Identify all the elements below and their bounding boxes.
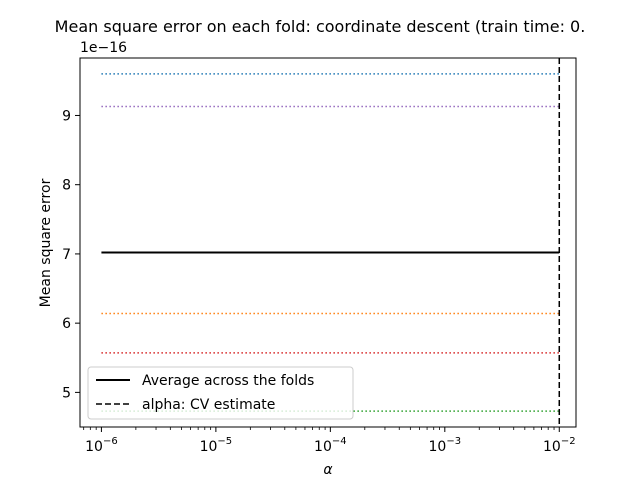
x-tick-label: 10−2 [543,436,576,455]
x-axis: 10−6 10−5 10−4 10−3 10−2 [83,427,576,455]
x-tick-label: 10−4 [314,436,347,455]
x-tick-label: 10−6 [85,436,118,455]
y-tick-label: 5 [62,385,71,401]
legend-label-average: Average across the folds [142,373,314,389]
x-axis-label: α [323,462,333,478]
y-axis: 5 6 7 8 9 [62,108,80,401]
y-offset-label: 1e−16 [80,40,127,56]
y-tick-label: 6 [62,316,71,332]
y-tick-label: 9 [62,108,71,124]
y-axis-label: Mean square error [38,178,54,307]
y-tick-label: 7 [62,247,71,263]
legend: Average across the folds alpha: CV estim… [87,366,354,420]
x-tick-label: 10−3 [429,436,462,455]
legend-box [87,366,354,420]
legend-label-cv-estimate: alpha: CV estimate [142,397,275,413]
y-tick-label: 8 [62,178,71,194]
plot-frame [79,57,577,428]
x-tick-label: 10−5 [200,436,233,455]
chart-title: Mean square error on each fold: coordina… [55,17,586,36]
